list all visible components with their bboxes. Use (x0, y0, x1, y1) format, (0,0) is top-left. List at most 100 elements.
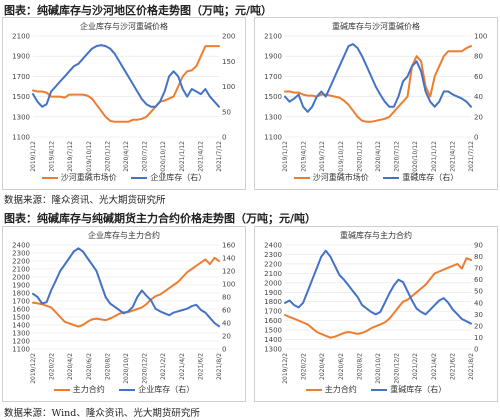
x-tick-label: 2020/4/2 (319, 353, 326, 380)
y-left-tick-label: 1100 (264, 134, 282, 142)
legend-label: 主力合约 (72, 385, 105, 394)
x-tick-label: 2019/7/12 (67, 141, 74, 172)
legend-label: 企业库存（右） (138, 385, 195, 394)
series-line-stock (32, 247, 220, 328)
chart-title: 重碱库存与主力合约 (340, 231, 412, 240)
y-right-tick-label: 200 (222, 33, 235, 41)
y-right-tick-label: 80 (474, 253, 483, 261)
y-right-tick-label: 90 (474, 242, 483, 250)
x-tick-label: 2021/2/2 (160, 353, 167, 380)
legend-item-stock: 企业库存（右） (131, 172, 206, 183)
legend: 主力合约 企业库存（右） (3, 384, 245, 396)
series-line-price (32, 45, 220, 123)
x-tick-label: 2020/4/12 (123, 141, 130, 172)
x-tick-label: 2021/1/12 (431, 141, 438, 172)
legend-label: 企业库存（右） (150, 173, 207, 182)
y-left-tick-label: 1300 (12, 113, 30, 121)
y-left-tick-label: 1800 (12, 290, 30, 298)
y-right-tick-label: 10 (474, 334, 483, 342)
chart-title: 企业库存与沙河重碱价格 (80, 22, 168, 31)
y-right-tick-label: 100 (222, 83, 235, 91)
legend-item-stock: 重碱库存（右） (383, 172, 458, 183)
x-tick-label: 2021/1/12 (179, 141, 186, 172)
chart-title: 重碱库存与沙河重碱价格 (332, 22, 420, 31)
y-left-tick-label: 1800 (264, 298, 282, 306)
y-left-tick-label: 1700 (12, 73, 30, 81)
legend-swatch-blue (383, 176, 400, 179)
legend-label: 主力合约 (324, 385, 357, 394)
x-tick-label: 2019/1/12 (30, 141, 37, 172)
y-right-tick-label: 50 (222, 108, 231, 116)
x-tick-label: 2019/12/2 (30, 353, 37, 384)
legend-swatch-blue (371, 388, 388, 391)
y-left-tick-label: 2300 (264, 251, 282, 259)
x-tick-label: 2020/7/12 (142, 141, 149, 172)
y-left-tick-label: 2000 (264, 279, 282, 287)
y-left-tick-label: 1700 (264, 73, 282, 81)
y-left-tick-label: 1300 (264, 113, 282, 121)
y-left-tick-label: 2100 (12, 266, 30, 274)
legend-swatch-orange (41, 176, 58, 179)
y-left-tick-label: 2200 (264, 260, 282, 268)
x-tick-label: 2021/4/12 (197, 141, 204, 172)
chart-panel-heavy-soda-stock-vs-shahe-price: 重碱库存与沙河重碱价格 1100 1300 1500 1700 1900 2100 0 20 4… (254, 17, 498, 190)
y-right-tick-label: 70 (474, 265, 483, 273)
y-right-tick-label: 20 (474, 113, 483, 121)
x-tick-label: 2021/2/2 (412, 353, 419, 380)
y-left-tick-label: 2100 (264, 33, 282, 41)
y-left-tick-label: 1500 (12, 314, 30, 322)
chart-svg: 1100120013001400150016001700180019002000… (12, 242, 235, 384)
x-tick-label: 2020/4/12 (375, 141, 382, 172)
x-tick-label: 2021/6/2 (197, 353, 204, 380)
y-left-tick-label: 1100 (12, 134, 30, 142)
x-tick-label: 2020/12/2 (142, 353, 149, 384)
series-line-stock (284, 43, 472, 113)
y-left-tick-label: 1300 (12, 330, 30, 338)
y-left-tick-label: 1600 (264, 317, 282, 325)
x-tick-label: 2021/4/2 (179, 353, 186, 380)
chart-svg: 1100 1300 1500 1700 1900 2100 0 50 100 150 200 2019… (12, 33, 235, 176)
y-left-tick-label: 2400 (264, 242, 282, 250)
legend-swatch-orange (305, 388, 322, 391)
x-tick-label: 2020/12/2 (394, 353, 401, 384)
y-right-tick-label: 150 (222, 58, 235, 66)
x-tick-label: 2020/8/2 (104, 353, 111, 380)
x-tick-label: 2020/8/2 (356, 353, 363, 380)
chart-panel-heavy-soda-stock-vs-main-contract: 重碱库存与主力合约 1300 1400 1500 1600 1700 1800 1900 20… (254, 226, 498, 402)
legend: 沙河重碱市场价 企业库存（右） (3, 172, 245, 184)
y-right-tick-label: 80 (474, 53, 483, 61)
legend-item-contract: 主力合约 (53, 384, 105, 395)
series-line-stock (284, 249, 472, 325)
y-right-tick-label: 0 (222, 346, 226, 354)
x-tick-label: 2021/4/2 (431, 353, 438, 380)
y-right-tick-label: 80 (222, 294, 231, 302)
legend-item-price: 沙河重碱市场价 (41, 172, 117, 183)
series-line-stock (32, 44, 220, 108)
series-line-price (284, 45, 472, 123)
legend-item-price: 沙河重碱市场价 (293, 172, 369, 183)
y-right-tick-label: 60 (474, 276, 483, 284)
x-tick-label: 2019/10/12 (338, 141, 345, 176)
y-right-tick-label: 0 (222, 134, 226, 142)
figure-title-2: 图表：纯碱库存与纯碱期货主力合约价格走势图（万吨；元/吨） (4, 212, 317, 225)
y-right-tick-label: 20 (474, 322, 483, 330)
legend-swatch-orange (293, 176, 310, 179)
y-left-tick-label: 1900 (264, 289, 282, 297)
y-left-tick-label: 1500 (264, 93, 282, 101)
y-right-tick-label: 100 (222, 281, 235, 289)
legend-swatch-orange (53, 388, 70, 391)
legend-label: 沙河重碱市场价 (312, 173, 369, 182)
x-tick-label: 2020/10/12 (412, 141, 419, 176)
legend: 主力合约 重碱库存（右） (255, 384, 497, 396)
y-left-tick-label: 1500 (12, 93, 30, 101)
y-left-tick-label: 1900 (264, 53, 282, 61)
x-tick-label: 2021/6/2 (449, 353, 456, 380)
series-line-price (32, 256, 220, 328)
chart-panel-enterprise-stock-vs-shahe-price: 企业库存与沙河重碱价格 1100 1300 1500 1700 1900 2100 0 50 1… (2, 17, 246, 190)
y-right-tick-label: 50 (474, 288, 483, 296)
y-right-tick-label: 0 (474, 346, 478, 354)
legend: 沙河重碱市场价 重碱库存（右） (255, 172, 497, 184)
y-right-tick-label: 30 (474, 311, 483, 319)
